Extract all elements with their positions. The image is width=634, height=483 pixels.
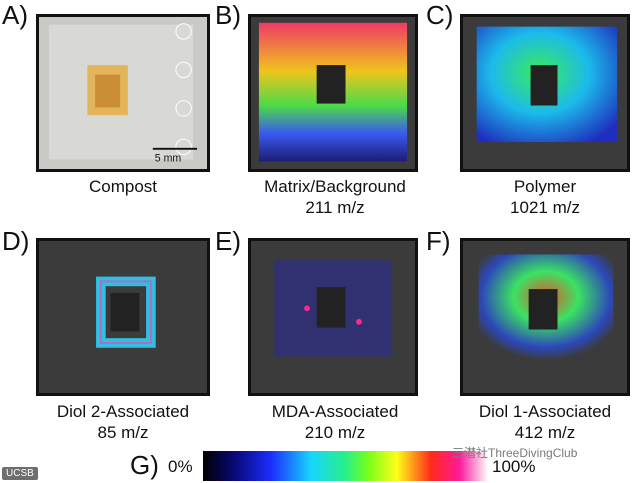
panel-image-diol2	[36, 238, 210, 396]
panel-letter-b: B)	[215, 0, 241, 30]
panel-image-diol1	[460, 238, 630, 396]
watermark-threedivingclub: 三潜社ThreeDivingClub	[452, 446, 578, 460]
panel-letter-c: C)	[426, 0, 454, 30]
panel-image-polymer	[460, 14, 630, 172]
caption-a-line1: Compost	[88, 177, 158, 196]
caption-e-line2: 210 m/z	[304, 423, 366, 442]
colorbar-max-label: 100%	[492, 457, 536, 476]
polymer-heatmap	[463, 17, 627, 169]
caption-c-line2: 1021 m/z	[510, 198, 580, 217]
caption-c-line1: Polymer	[513, 177, 577, 196]
colorbar	[203, 451, 488, 481]
caption-d: Diol 2-Associated 85 m/z	[23, 401, 223, 443]
caption-d-line2: 85 m/z	[97, 423, 149, 442]
colorbar-min-label: 0%	[168, 457, 193, 476]
caption-e-line1: MDA-Associated	[271, 402, 399, 421]
mda-heatmap	[251, 241, 415, 393]
caption-f-line2: 412 m/z	[514, 423, 576, 442]
scale-bar-label: 5 mm	[155, 152, 182, 164]
caption-a: Compost	[23, 176, 223, 197]
caption-f-line1: Diol 1-Associated	[478, 402, 612, 421]
caption-b-line1: Matrix/Background	[264, 177, 406, 196]
panel-letter-a: A)	[2, 0, 28, 30]
caption-c: Polymer 1021 m/z	[445, 176, 634, 218]
caption-d-line1: Diol 2-Associated	[56, 402, 190, 421]
diol2-heatmap	[39, 241, 207, 393]
compost-photo: 5 mm	[39, 17, 207, 169]
caption-e: MDA-Associated 210 m/z	[235, 401, 435, 443]
caption-f: Diol 1-Associated 412 m/z	[445, 401, 634, 443]
caption-b: Matrix/Background 211 m/z	[235, 176, 435, 218]
panel-letter-g: G)	[130, 450, 159, 480]
panel-letter-e: E)	[215, 226, 241, 256]
panel-image-compost: 5 mm	[36, 14, 210, 172]
watermark-ucsb: UCSB	[2, 467, 38, 480]
panel-letter-d: D)	[2, 226, 30, 256]
matrix-heatmap	[251, 17, 415, 169]
panel-image-matrix	[248, 14, 418, 172]
panel-letter-f: F)	[426, 226, 451, 256]
panel-image-mda	[248, 238, 418, 396]
diol1-heatmap	[463, 241, 627, 393]
caption-b-line2: 211 m/z	[305, 198, 365, 217]
